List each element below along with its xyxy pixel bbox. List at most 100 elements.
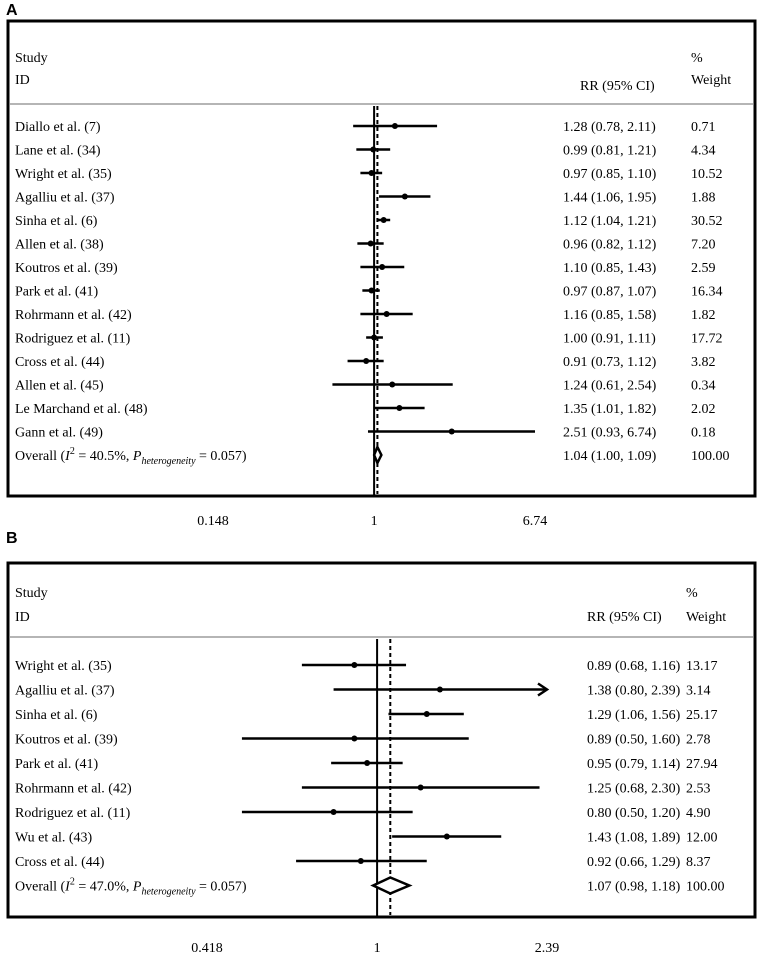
- panel-b-frame: [6, 561, 757, 919]
- panel-a-frame: [6, 19, 757, 498]
- panel-b-point-estimate: [436, 686, 443, 693]
- panel-a-study-label: Agalliu et al. (37): [15, 191, 115, 206]
- panel-b-study-label: Koutros et al. (39): [15, 733, 118, 748]
- panel-a-point-estimate: [379, 264, 386, 270]
- panel-a-study-ci: 1.35 (1.01, 1.82): [563, 402, 657, 417]
- panel-b-overall-label: Overall (I2 = 47.0%, Pheterogeneity = 0.…: [15, 877, 247, 898]
- panel-b-header-weight: Weight: [686, 610, 726, 625]
- panel-b-point-estimate: [351, 735, 358, 742]
- panel-b-overall-ci: 1.07 (0.98, 1.18): [587, 880, 681, 895]
- panel-b-study-weight: 27.94: [686, 757, 718, 772]
- panel-b-study-weight: 13.17: [686, 659, 718, 674]
- panel-b-study-weight: 12.00: [686, 831, 718, 846]
- panel-a-study-label: Lane et al. (34): [15, 144, 101, 159]
- panel-b-x-tick-label: 2.39: [535, 941, 560, 956]
- panel-b-x-tick-label: 1: [374, 941, 381, 956]
- panel-a-study-ci: 1.12 (1.04, 1.21): [563, 214, 657, 229]
- panel-b-point-estimate: [417, 784, 424, 791]
- panel-b-header-percent: %: [686, 586, 698, 601]
- panel-b-study-ci: 1.29 (1.06, 1.56): [587, 708, 681, 723]
- panel-b-ci-arrow: [537, 682, 550, 697]
- panel-b-study-ci: 1.38 (0.80, 2.39): [587, 684, 681, 699]
- panel-a-point-estimate: [391, 123, 398, 129]
- panel-a-point-estimate: [389, 381, 396, 388]
- panel-a-study-weight: 0.18: [691, 426, 716, 441]
- panel-a-point-estimate: [401, 193, 408, 200]
- panel-a-x-tick-label: 6.74: [523, 514, 548, 529]
- panel-a-point-estimate: [380, 217, 387, 223]
- panel-b-study-ci: 0.92 (0.66, 1.29): [587, 855, 681, 870]
- panel-a-study-ci: 1.28 (0.78, 2.11): [563, 120, 656, 135]
- panel-a-header-percent: %: [691, 51, 703, 66]
- panel-b-study-label: Rodriguez et al. (11): [15, 806, 131, 821]
- panel-b-study-label: Park et al. (41): [15, 757, 99, 772]
- panel-b-study-ci: 0.89 (0.50, 1.60): [587, 733, 681, 748]
- panel-a-point-estimate: [367, 240, 374, 247]
- panel-b-study-label: Wright et al. (35): [15, 659, 112, 674]
- panel-a-overall-ci: 1.04 (1.00, 1.09): [563, 449, 657, 464]
- panel-a-point-estimate: [448, 428, 455, 435]
- panel-a-study-ci: 2.51 (0.93, 6.74): [563, 426, 657, 441]
- panel-b-point-estimate: [443, 833, 450, 840]
- panel-a-study-weight: 7.20: [691, 238, 716, 253]
- panel-a-point-estimate: [368, 287, 375, 294]
- panel-a-study-ci: 1.16 (0.85, 1.58): [563, 308, 657, 323]
- panel-a-study-label: Gann et al. (49): [15, 426, 103, 441]
- panel-a-study-weight: 4.34: [691, 144, 716, 159]
- panel-a-header-rr: RR (95% CI): [580, 79, 655, 94]
- panel-b-study-label: Rohrmann et al. (42): [15, 782, 132, 797]
- panel-a-study-ci: 1.00 (0.91, 1.11): [563, 332, 656, 347]
- panel-a-study-label: Allen et al. (45): [15, 379, 104, 394]
- panel-a-point-estimate: [368, 170, 375, 176]
- panel-a-study-weight: 1.88: [691, 191, 716, 206]
- panel-a-study-ci: 0.99 (0.81, 1.21): [563, 144, 657, 159]
- panel-a-study-ci: 1.24 (0.61, 2.54): [563, 379, 657, 394]
- panel-b-study-weight: 2.53: [686, 782, 711, 797]
- panel-a-letter: A: [6, 2, 18, 19]
- panel-a-study-ci: 1.10 (0.85, 1.43): [563, 261, 657, 276]
- panel-b-study-ci: 0.80 (0.50, 1.20): [587, 806, 681, 821]
- panel-b-overall-weight: 100.00: [686, 880, 725, 895]
- panel-b-study-weight: 8.37: [686, 855, 711, 870]
- panel-b-study-label: Wu et al. (43): [15, 831, 93, 846]
- panel-a-point-estimate: [371, 334, 378, 341]
- panel-b-study-weight: 25.17: [686, 708, 718, 723]
- panel-a-study-weight: 0.71: [691, 120, 716, 135]
- panel-a-study-label: Rohrmann et al. (42): [15, 308, 132, 323]
- panel-a-study-weight: 1.82: [691, 308, 716, 323]
- panel-a-study-weight: 3.82: [691, 355, 716, 370]
- panel-a-study-label: Cross et al. (44): [15, 355, 105, 370]
- panel-b-point-estimate: [364, 760, 371, 766]
- panel-a-x-tick-label: 0.148: [197, 514, 229, 529]
- panel-a-point-estimate: [363, 358, 370, 364]
- panel-b-study-label: Sinha et al. (6): [15, 708, 98, 723]
- panel-b-header-id: ID: [15, 610, 30, 625]
- panel-a-overall-weight: 100.00: [691, 449, 730, 464]
- panel-a-study-weight: 17.72: [691, 332, 723, 347]
- panel-a-study-ci: 0.97 (0.87, 1.07): [563, 285, 657, 300]
- panel-b-header-rr: RR (95% CI): [587, 610, 662, 625]
- panel-a-study-weight: 2.59: [691, 261, 716, 276]
- panel-b-overall-diamond: [370, 876, 413, 895]
- panel-b-study-weight: 2.78: [686, 733, 711, 748]
- panel-b-point-estimate: [423, 711, 430, 717]
- panel-a-x-tick-label: 1: [371, 514, 378, 529]
- panel-a-study-label: Diallo et al. (7): [15, 120, 101, 135]
- panel-a-study-ci: 1.44 (1.06, 1.95): [563, 191, 657, 206]
- panel-a-point-estimate: [370, 146, 377, 153]
- panel-a-study-weight: 0.34: [691, 379, 716, 394]
- panel-b-study-ci: 0.89 (0.68, 1.16): [587, 659, 681, 674]
- panel-b-point-estimate: [357, 858, 364, 864]
- panel-b-point-estimate: [330, 809, 337, 815]
- panel-a-study-label: Allen et al. (38): [15, 238, 104, 253]
- panel-a-overall-label: Overall (I2 = 40.5%, Pheterogeneity = 0.…: [15, 446, 247, 467]
- panel-b-study-ci: 1.25 (0.68, 2.30): [587, 782, 681, 797]
- panel-a-study-ci: 0.91 (0.73, 1.12): [563, 355, 657, 370]
- panel-b-study-label: Cross et al. (44): [15, 855, 105, 870]
- panel-a-header-weight: Weight: [691, 73, 731, 88]
- panel-b-study-ci: 0.95 (0.79, 1.14): [587, 757, 681, 772]
- panel-b-point-estimate: [351, 662, 358, 668]
- panel-a-study-label: Koutros et al. (39): [15, 261, 118, 276]
- panel-a-study-weight: 2.02: [691, 402, 716, 417]
- panel-a-study-label: Le Marchand et al. (48): [15, 402, 148, 417]
